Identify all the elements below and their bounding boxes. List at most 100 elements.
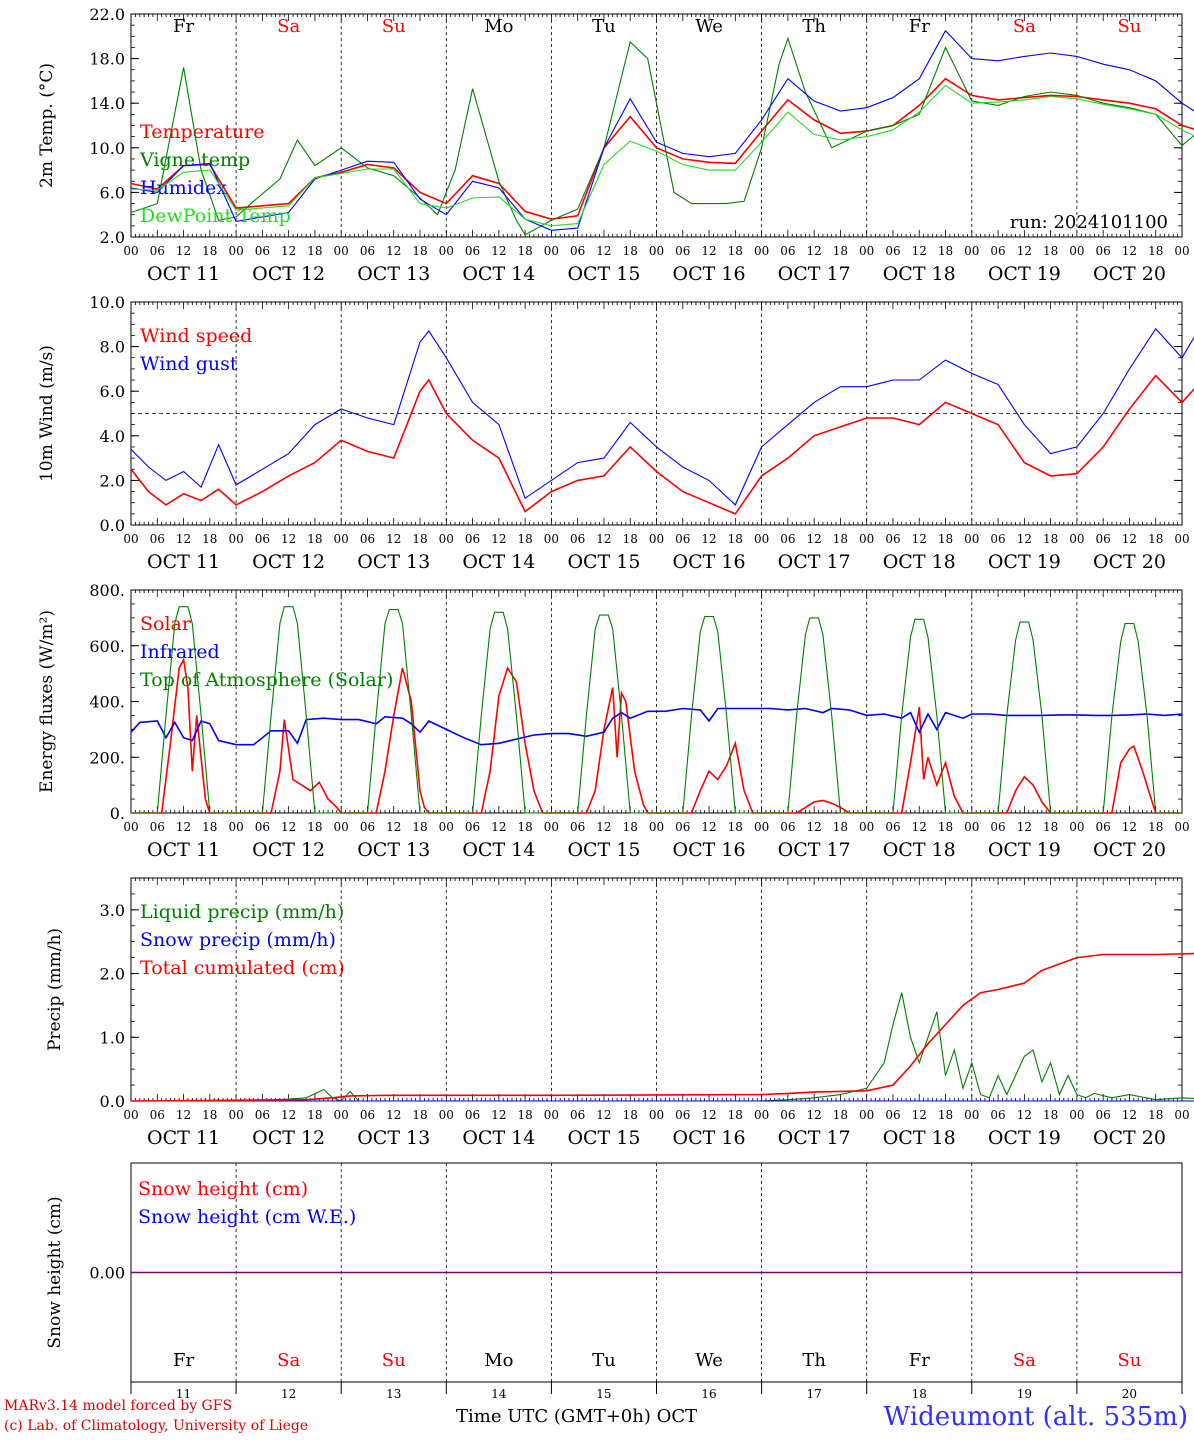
- hour-tick-label: 00: [754, 1108, 769, 1122]
- hour-tick-label: 00: [964, 532, 979, 546]
- date-label: OCT 14: [462, 263, 535, 285]
- date-label: OCT 19: [988, 1127, 1061, 1149]
- date-label: OCT 12: [252, 263, 325, 285]
- hour-tick-label: 12: [912, 820, 927, 834]
- hour-tick-label: 12: [386, 820, 401, 834]
- legend-solar: Solar: [140, 613, 192, 635]
- date-label: OCT 16: [673, 263, 746, 285]
- date-label: OCT 15: [567, 551, 640, 573]
- weekday-label: Sa: [277, 16, 300, 37]
- date-label: OCT 11: [147, 1127, 220, 1149]
- hour-tick-label: 00: [859, 1108, 874, 1122]
- date-label: OCT 20: [1093, 1127, 1166, 1149]
- hour-tick-label: 00: [964, 1108, 979, 1122]
- series-line-infrared: [130, 707, 1183, 746]
- hour-tick-label: 00: [1069, 244, 1084, 258]
- hour-tick-label: 00: [1069, 1108, 1084, 1122]
- hour-tick-label: 18: [1043, 820, 1058, 834]
- day-number-label: 15: [596, 1387, 611, 1401]
- weekday-label: Sa: [1013, 1350, 1036, 1371]
- weekday-label: Su: [382, 16, 406, 37]
- date-label: OCT 13: [357, 1127, 430, 1149]
- hour-tick-label: 00: [123, 820, 138, 834]
- hour-tick-label: 00: [1069, 820, 1084, 834]
- hour-tick-label: 18: [307, 820, 322, 834]
- date-label: OCT 12: [252, 551, 325, 573]
- hour-tick-label: 06: [675, 532, 690, 546]
- run-annotation: run: 2024101100: [1010, 212, 1168, 233]
- date-label: OCT 18: [883, 263, 956, 285]
- weekday-label: Tu: [592, 1350, 616, 1371]
- panel-frame-energy: [130, 589, 1183, 814]
- hour-tick-label: 06: [990, 532, 1005, 546]
- hour-tick-label: 12: [281, 820, 296, 834]
- hour-tick-label: 18: [938, 532, 953, 546]
- hour-tick-label: 12: [176, 244, 191, 258]
- hour-tick-label: 06: [360, 1108, 375, 1122]
- weekday-label: Sa: [1013, 16, 1036, 37]
- hour-tick-label: 06: [570, 1108, 585, 1122]
- date-label: OCT 14: [462, 839, 535, 861]
- hour-tick-label: 00: [649, 532, 664, 546]
- y-tick-label: 10.0: [89, 139, 125, 158]
- lab-credit: (c) Lab. of Climatology, University of L…: [4, 1418, 309, 1434]
- y-tick-label: 800.: [89, 581, 125, 600]
- y-axis-label: Energy fluxes (W/m²): [37, 610, 57, 793]
- hour-tick-label: 18: [728, 244, 743, 258]
- hour-tick-label: 00: [754, 532, 769, 546]
- y-tick-label: 3.0: [100, 901, 125, 920]
- y-tick-label: 22.0: [89, 5, 125, 24]
- hour-tick-label: 12: [596, 820, 611, 834]
- hour-tick-label: 06: [885, 244, 900, 258]
- hour-tick-label: 12: [491, 532, 506, 546]
- weekday-label: Su: [1117, 16, 1141, 37]
- y-tick-label: 0.: [110, 804, 125, 823]
- hour-tick-label: 12: [912, 244, 927, 258]
- hour-tick-label: 06: [885, 532, 900, 546]
- hour-tick-label: 12: [491, 244, 506, 258]
- hour-tick-label: 12: [807, 244, 822, 258]
- hour-tick-label: 06: [885, 1108, 900, 1122]
- hour-tick-label: 18: [728, 820, 743, 834]
- hour-tick-label: 06: [780, 532, 795, 546]
- hour-tick-label: 12: [1122, 244, 1137, 258]
- hour-tick-label: 12: [281, 1108, 296, 1122]
- hour-tick-label: 06: [885, 820, 900, 834]
- hour-tick-label: 12: [912, 532, 927, 546]
- hour-tick-label: 06: [150, 244, 165, 258]
- hour-tick-label: 18: [623, 820, 638, 834]
- legend-liquid-precip-mm-h-: Liquid precip (mm/h): [140, 901, 344, 923]
- weekday-label: Tu: [592, 16, 616, 37]
- y-tick-label: 18.0: [89, 50, 125, 69]
- day-number-label: 14: [491, 1387, 507, 1401]
- hour-tick-label: 06: [675, 1108, 690, 1122]
- hour-tick-label: 18: [202, 244, 217, 258]
- hour-tick-label: 18: [517, 820, 532, 834]
- hour-tick-label: 06: [360, 244, 375, 258]
- hour-tick-label: 18: [202, 820, 217, 834]
- hour-tick-label: 18: [517, 1108, 532, 1122]
- legend-wind-speed: Wind speed: [140, 325, 252, 347]
- hour-tick-label: 12: [807, 820, 822, 834]
- hour-tick-label: 12: [596, 1108, 611, 1122]
- hour-tick-label: 06: [570, 820, 585, 834]
- hour-tick-label: 18: [623, 1108, 638, 1122]
- hour-tick-label: 18: [833, 820, 848, 834]
- y-tick-label: 6.0: [100, 183, 125, 202]
- date-label: OCT 11: [147, 551, 220, 573]
- hour-tick-label: 12: [176, 820, 191, 834]
- hour-tick-label: 12: [1017, 1108, 1032, 1122]
- hour-tick-label: 06: [570, 532, 585, 546]
- weekday-label: Fr: [173, 16, 194, 37]
- date-label: OCT 13: [357, 263, 430, 285]
- station-title: Wideumont (alt. 535m): [883, 1402, 1188, 1432]
- hour-tick-label: 18: [202, 1108, 217, 1122]
- legend-total-cumulated-cm-: Total cumulated (cm): [140, 957, 345, 979]
- weekday-label: Mo: [484, 1350, 513, 1371]
- legend-snow-precip-mm-h-: Snow precip (mm/h): [140, 929, 336, 951]
- date-label: OCT 17: [778, 551, 851, 573]
- hour-tick-label: 00: [1174, 820, 1189, 834]
- hour-tick-label: 00: [1174, 244, 1189, 258]
- hour-tick-label: 06: [990, 1108, 1005, 1122]
- hour-tick-label: 06: [570, 244, 585, 258]
